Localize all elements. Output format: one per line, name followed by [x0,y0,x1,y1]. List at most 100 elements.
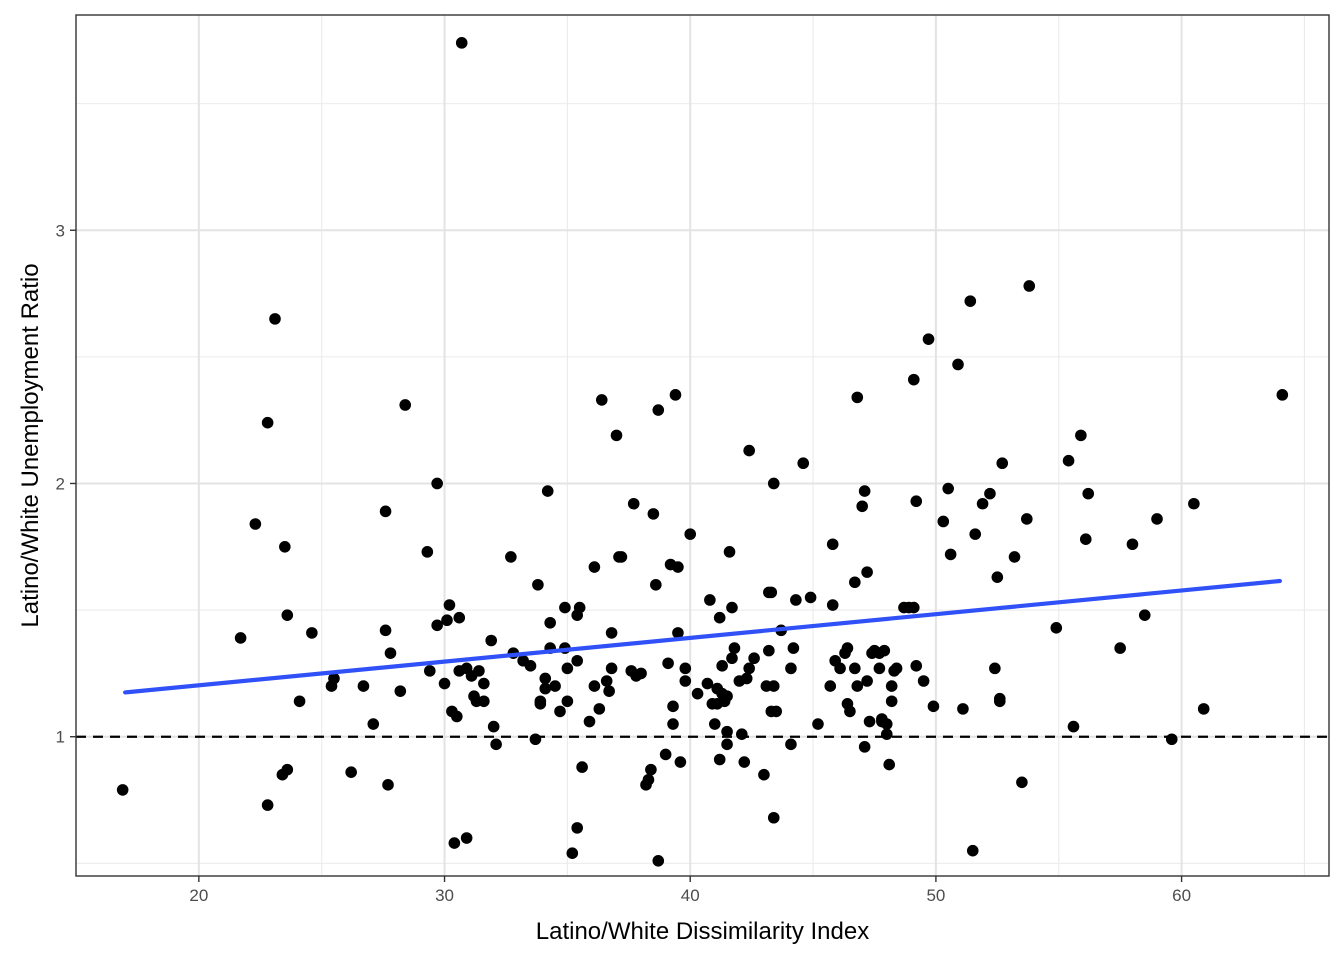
data-point [704,594,716,606]
data-point [455,37,468,49]
data-point [394,685,407,697]
data-point [541,485,554,497]
data-point [279,540,291,553]
data-point [659,748,672,761]
data-point [691,687,704,700]
data-point [873,662,886,675]
data-point [576,761,588,773]
data-point [785,662,797,675]
data-point [281,609,294,621]
data-point [976,497,989,510]
data-point [261,416,274,429]
data-point [647,508,660,520]
data-point [669,389,682,401]
data-point [851,391,864,404]
data-point [571,654,583,667]
data-point [674,756,687,768]
data-point [856,500,868,513]
data-point [478,695,490,708]
data-point [269,313,281,325]
data-point [770,705,783,718]
data-point [984,487,996,500]
data-point [885,695,898,708]
minor-gridlines [75,15,1329,876]
data-point [910,495,923,508]
data-point [529,733,542,746]
data-point [453,611,466,624]
data-point [642,773,655,786]
data-point [595,394,608,406]
data-point [561,662,574,675]
data-point [993,695,1006,708]
data-point [767,477,780,490]
data-point [849,576,861,589]
data-point [907,601,920,614]
data-point [423,665,436,677]
x-tick-label: 30 [435,886,454,905]
data-point [1008,551,1021,563]
data-point [451,710,463,723]
data-point [723,546,736,558]
data-point [441,614,453,627]
data-point [544,616,556,629]
data-point [559,601,571,614]
data-point [384,647,397,659]
data-point [812,718,824,730]
data-point [605,627,618,639]
data-point [672,561,684,573]
data-point [1151,513,1163,525]
data-point [1114,642,1126,654]
data-point [1079,533,1092,545]
data-point [858,485,871,497]
data-point [726,601,738,614]
data-point [797,457,810,470]
data-point [1276,389,1289,401]
data-point [610,429,623,442]
data-point [1188,497,1200,510]
x-axis: 20 30 40 50 60 [189,876,1191,905]
x-axis-title: Latino/White Dissimilarity Index [536,918,869,945]
data-point [573,601,586,614]
data-point [804,591,817,604]
data-point [758,768,770,781]
data-point [736,728,748,740]
data-point [767,811,780,824]
data-point [672,627,684,639]
data-point [588,680,601,692]
data-point [907,373,920,386]
data-point [787,642,800,654]
data-point [583,715,596,728]
data-point [328,672,340,685]
data-point [281,763,294,776]
data-point [890,662,903,675]
data-point [917,675,930,687]
data-point [1082,487,1095,500]
data-point [716,660,728,672]
data-point [379,624,392,637]
data-point [964,295,977,307]
major-gridlines [76,15,1329,876]
y-axis: 1 2 3 [56,221,76,747]
y-tick-label: 1 [56,728,65,747]
data-point [234,632,247,644]
data-point [910,660,923,672]
data-point [539,672,552,685]
data-point [679,675,692,687]
data-point [487,720,500,733]
data-point [524,660,537,672]
data-point [824,680,837,692]
data-point [713,611,726,624]
data-point [826,599,839,611]
data-point [615,551,628,563]
data-point [652,855,665,867]
data-point [826,538,839,551]
data-point [849,662,861,675]
data-point [1138,609,1151,621]
data-point [539,682,552,695]
data-point [701,677,714,690]
data-point [438,677,451,690]
data-point [721,725,733,738]
data-point [785,738,797,751]
data-point [927,700,940,713]
